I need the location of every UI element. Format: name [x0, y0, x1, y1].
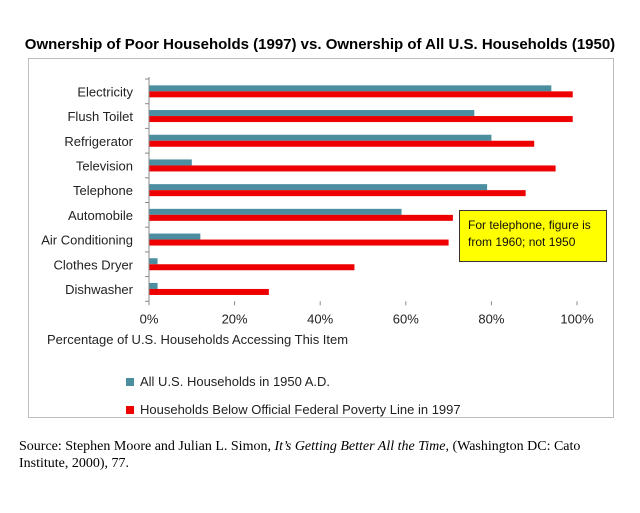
bar-1997-dishwasher [149, 288, 269, 295]
category-label-clothes-dryer: Clothes Dryer [54, 257, 134, 272]
bar-1997-automobile [149, 214, 453, 221]
category-label-flush-toilet: Flush Toilet [67, 109, 133, 124]
bar-1950-refrigerator [149, 134, 492, 141]
bar-1997-television [149, 165, 556, 172]
category-label-automobile: Automobile [68, 208, 133, 223]
legend-label-1950: All U.S. Households in 1950 A.D. [140, 374, 331, 389]
x-tick-label: 60% [393, 311, 419, 326]
category-label-air-conditioning: Air Conditioning [41, 233, 133, 248]
legend-item-1950: All U.S. Households in 1950 A.D. [126, 374, 330, 389]
legend-swatch-1997 [126, 406, 134, 414]
category-label-dishwasher: Dishwasher [65, 282, 134, 297]
bar-1950-television [149, 159, 192, 166]
x-tick-label: 20% [222, 311, 248, 326]
category-label-refrigerator: Refrigerator [64, 134, 133, 149]
category-label-television: Television [76, 158, 133, 173]
x-axis-label: Percentage of U.S. Households Accessing … [47, 332, 349, 347]
bar-1997-refrigerator [149, 140, 535, 147]
x-tick-label: 80% [478, 311, 504, 326]
x-tick-label: 100% [560, 311, 594, 326]
bar-1997-electricity [149, 91, 573, 98]
chart-title: Ownership of Poor Households (1997) vs. … [24, 36, 616, 53]
bar-1997-air-conditioning [149, 239, 449, 246]
bar-1950-flush-toilet [149, 110, 475, 117]
source-suffix: , (Washington DC: Cato Institute, 2000),… [19, 439, 581, 471]
bar-1997-clothes-dryer [149, 264, 355, 271]
bar-1950-dishwasher [149, 282, 158, 289]
category-label-telephone: Telephone [73, 183, 133, 198]
x-tick-label: 40% [307, 311, 333, 326]
category-label-electricity: Electricity [77, 84, 133, 99]
x-tick-label: 0% [140, 311, 159, 326]
bar-1950-clothes-dryer [149, 258, 158, 265]
bar-1950-air-conditioning [149, 233, 201, 240]
annotation-note: For telephone, figure is from 1960; not … [459, 210, 607, 262]
bar-1950-electricity [149, 85, 552, 92]
bar-1997-telephone [149, 190, 526, 197]
bar-1950-automobile [149, 208, 402, 215]
legend-swatch-1950 [126, 378, 134, 386]
legend-item-1997: Households Below Official Federal Povert… [126, 402, 461, 417]
bar-1950-telephone [149, 184, 488, 191]
bar-1997-flush-toilet [149, 116, 573, 123]
source-citation: Source: Stephen Moore and Julian L. Simo… [19, 438, 619, 472]
legend-label-1997: Households Below Official Federal Povert… [140, 402, 461, 417]
source-prefix: Source: Stephen Moore and Julian L. Simo… [19, 439, 275, 454]
chart-frame [28, 58, 614, 418]
source-book-title: It’s Getting Better All the Time [274, 439, 446, 454]
